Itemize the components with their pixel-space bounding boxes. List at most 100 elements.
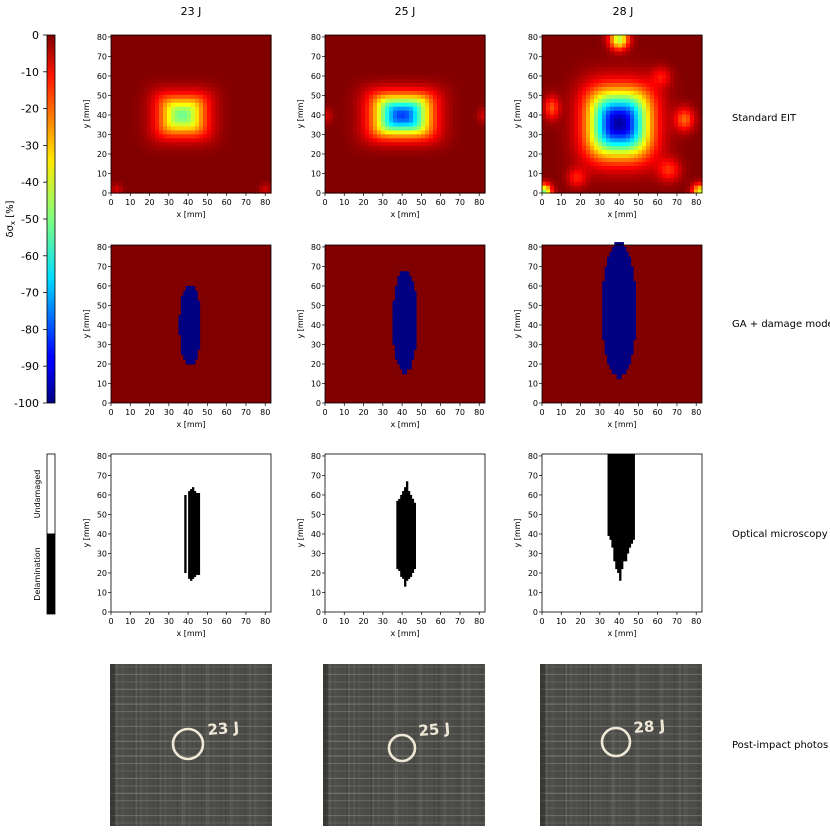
heatmap-cell xyxy=(646,38,651,44)
heatmap-cell xyxy=(147,102,152,107)
heatmap-cell xyxy=(574,42,579,48)
heatmap-cell xyxy=(175,165,180,170)
heatmap-cell xyxy=(247,177,252,182)
heatmap-cell xyxy=(417,157,422,162)
heatmap-cell xyxy=(666,129,671,135)
heatmap-cell xyxy=(329,181,334,186)
heatmap-cell xyxy=(219,189,224,194)
heatmap-cell xyxy=(546,106,551,111)
heatmap-cell xyxy=(119,102,124,107)
heatmap-cell xyxy=(417,90,422,95)
heatmap-cell xyxy=(131,137,136,143)
heatmap-cell xyxy=(546,46,551,52)
heatmap-cell xyxy=(199,86,204,91)
heatmap-cell xyxy=(614,110,619,115)
heatmap-cell xyxy=(413,42,418,48)
heatmap-cell xyxy=(251,82,256,87)
heatmap-cell xyxy=(566,42,571,48)
heatmap-cell xyxy=(562,153,567,159)
heatmap-cell xyxy=(329,94,334,99)
heatmap-cell xyxy=(646,42,651,48)
heatmap-cell xyxy=(678,165,683,170)
heatmap-cell xyxy=(566,157,571,162)
heatmap-cell xyxy=(389,78,394,83)
heatmap-cell xyxy=(215,153,220,159)
heatmap-cell xyxy=(574,161,579,166)
heatmap-cell xyxy=(357,110,362,115)
heatmap-cell xyxy=(163,177,168,182)
heatmap-cell xyxy=(239,165,244,170)
heatmap-cell xyxy=(195,117,200,123)
heatmap-cell xyxy=(365,189,370,194)
heatmap-cell xyxy=(325,185,330,190)
heatmap-cell xyxy=(570,82,575,87)
heatmap-cell xyxy=(602,129,607,135)
heatmap-cell xyxy=(409,58,414,64)
heatmap-cell xyxy=(437,106,442,111)
heatmap-cell xyxy=(357,42,362,48)
heatmap-cell xyxy=(421,42,426,48)
heatmap-cell xyxy=(574,102,579,107)
heatmap-cell xyxy=(610,141,615,147)
heatmap-cell xyxy=(219,50,224,56)
heatmap-cell xyxy=(570,149,575,155)
heatmap-cell xyxy=(562,145,567,151)
heatmap-cell xyxy=(642,62,647,68)
heatmap-cell xyxy=(578,35,583,40)
heatmap-cell xyxy=(425,82,430,87)
heatmap-cell xyxy=(686,58,691,64)
heatmap-cell xyxy=(159,50,164,56)
heatmap-cell xyxy=(333,74,338,80)
heatmap-cell xyxy=(401,177,406,182)
heatmap-cell xyxy=(409,181,414,186)
heatmap-cell xyxy=(429,121,434,127)
heatmap-cell xyxy=(594,169,599,174)
heatmap-cell xyxy=(155,62,160,68)
heatmap-cell xyxy=(369,165,374,170)
heatmap-cell xyxy=(349,189,354,194)
heatmap-cell xyxy=(341,165,346,170)
heatmap-cell xyxy=(642,137,647,143)
heatmap-cell xyxy=(610,58,615,64)
heatmap-cell xyxy=(570,181,575,186)
heatmap-cell xyxy=(618,70,623,76)
heatmap-cell xyxy=(223,137,228,143)
heatmap-cell xyxy=(369,90,374,95)
heatmap-cell xyxy=(227,58,232,64)
heatmap-cell xyxy=(554,141,559,147)
heatmap-cell xyxy=(183,177,188,182)
heatmap-cell xyxy=(353,129,358,135)
row-label-optical-microscopy: Optical microscopy xyxy=(732,529,828,540)
heatmap-cell xyxy=(417,117,422,123)
heatmap-cell xyxy=(377,129,382,135)
heatmap-cell xyxy=(203,74,208,80)
heatmap-cell xyxy=(385,106,390,111)
heatmap-cell xyxy=(187,121,192,127)
heatmap-cell xyxy=(421,185,426,190)
heatmap-cell xyxy=(259,114,264,119)
heatmap-cell xyxy=(558,42,563,48)
heatmap-cell xyxy=(235,161,240,166)
heatmap-cell xyxy=(385,74,390,80)
heatmap-cell xyxy=(147,70,152,76)
heatmap-cell xyxy=(239,141,244,147)
heatmap-cell xyxy=(255,98,260,103)
heatmap-cell xyxy=(690,94,695,99)
heatmap-cell xyxy=(698,189,703,194)
heatmap-cell xyxy=(542,82,547,87)
heatmap-cell xyxy=(199,169,204,174)
heatmap-cell xyxy=(566,141,571,147)
heatmap-cell xyxy=(385,117,390,123)
heatmap-cell xyxy=(654,157,659,162)
heatmap-cell xyxy=(131,38,136,44)
heatmap-cell xyxy=(566,46,571,52)
heatmap-cell xyxy=(127,165,132,170)
heatmap-cell xyxy=(163,173,168,178)
heatmap-cell xyxy=(243,141,248,147)
heatmap-cell xyxy=(542,121,547,127)
heatmap-cell xyxy=(203,110,208,115)
heatmap-cell xyxy=(650,185,655,190)
heatmap-cell xyxy=(694,58,699,64)
heatmap-cell xyxy=(397,66,402,72)
heatmap-cell xyxy=(151,46,156,52)
